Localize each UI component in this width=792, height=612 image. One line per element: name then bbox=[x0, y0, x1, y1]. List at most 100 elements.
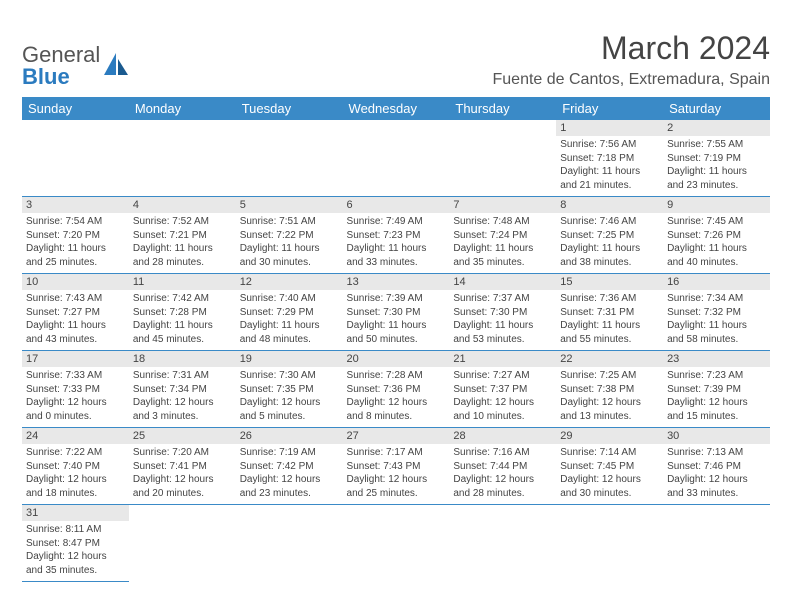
day-content: Sunrise: 7:28 AMSunset: 7:36 PMDaylight:… bbox=[343, 367, 450, 427]
month-title: March 2024 bbox=[493, 30, 771, 67]
day-number: 22 bbox=[556, 351, 663, 367]
day-content: Sunrise: 7:43 AMSunset: 7:27 PMDaylight:… bbox=[22, 290, 129, 350]
title-block: March 2024 Fuente de Cantos, Extremadura… bbox=[493, 30, 771, 95]
day-content: Sunrise: 7:48 AMSunset: 7:24 PMDaylight:… bbox=[449, 213, 556, 273]
sunrise-line: Sunrise: 7:14 AM bbox=[560, 446, 659, 460]
day-content: Sunrise: 7:23 AMSunset: 7:39 PMDaylight:… bbox=[663, 367, 770, 427]
daylight-line: Daylight: 11 hours and 35 minutes. bbox=[453, 242, 552, 269]
day-content: Sunrise: 7:42 AMSunset: 7:28 PMDaylight:… bbox=[129, 290, 236, 350]
sunrise-line: Sunrise: 7:37 AM bbox=[453, 292, 552, 306]
day-content: Sunrise: 7:40 AMSunset: 7:29 PMDaylight:… bbox=[236, 290, 343, 350]
day-number: 24 bbox=[22, 428, 129, 444]
day-cell: 1Sunrise: 7:56 AMSunset: 7:18 PMDaylight… bbox=[556, 120, 663, 197]
daylight-line: Daylight: 12 hours and 0 minutes. bbox=[26, 396, 125, 423]
day-cell: 4Sunrise: 7:52 AMSunset: 7:21 PMDaylight… bbox=[129, 197, 236, 274]
daylight-line: Daylight: 12 hours and 15 minutes. bbox=[667, 396, 766, 423]
day-number: 23 bbox=[663, 351, 770, 367]
sunrise-line: Sunrise: 7:52 AM bbox=[133, 215, 232, 229]
sunset-line: Sunset: 7:24 PM bbox=[453, 229, 552, 243]
calendar-table: SundayMondayTuesdayWednesdayThursdayFrid… bbox=[22, 97, 770, 582]
weekday-header: Tuesday bbox=[236, 97, 343, 120]
daylight-line: Daylight: 11 hours and 58 minutes. bbox=[667, 319, 766, 346]
day-number: 3 bbox=[22, 197, 129, 213]
daylight-line: Daylight: 12 hours and 28 minutes. bbox=[453, 473, 552, 500]
day-number: 28 bbox=[449, 428, 556, 444]
day-content: Sunrise: 7:56 AMSunset: 7:18 PMDaylight:… bbox=[556, 136, 663, 196]
day-number: 8 bbox=[556, 197, 663, 213]
daylight-line: Daylight: 11 hours and 45 minutes. bbox=[133, 319, 232, 346]
day-number: 2 bbox=[663, 120, 770, 136]
day-content: Sunrise: 7:49 AMSunset: 7:23 PMDaylight:… bbox=[343, 213, 450, 273]
sunrise-line: Sunrise: 7:27 AM bbox=[453, 369, 552, 383]
weekday-header: Thursday bbox=[449, 97, 556, 120]
sunrise-line: Sunrise: 7:55 AM bbox=[667, 138, 766, 152]
day-content: Sunrise: 7:45 AMSunset: 7:26 PMDaylight:… bbox=[663, 213, 770, 273]
day-number: 30 bbox=[663, 428, 770, 444]
day-number: 7 bbox=[449, 197, 556, 213]
daylight-line: Daylight: 12 hours and 18 minutes. bbox=[26, 473, 125, 500]
day-cell: 26Sunrise: 7:19 AMSunset: 7:42 PMDayligh… bbox=[236, 428, 343, 505]
daylight-line: Daylight: 11 hours and 55 minutes. bbox=[560, 319, 659, 346]
day-cell: 6Sunrise: 7:49 AMSunset: 7:23 PMDaylight… bbox=[343, 197, 450, 274]
day-content: Sunrise: 7:16 AMSunset: 7:44 PMDaylight:… bbox=[449, 444, 556, 504]
empty-cell bbox=[22, 120, 129, 197]
sail-icon bbox=[102, 51, 130, 82]
sunrise-line: Sunrise: 7:49 AM bbox=[347, 215, 446, 229]
day-cell: 9Sunrise: 7:45 AMSunset: 7:26 PMDaylight… bbox=[663, 197, 770, 274]
day-content: Sunrise: 7:33 AMSunset: 7:33 PMDaylight:… bbox=[22, 367, 129, 427]
day-cell: 20Sunrise: 7:28 AMSunset: 7:36 PMDayligh… bbox=[343, 351, 450, 428]
sunrise-line: Sunrise: 7:56 AM bbox=[560, 138, 659, 152]
day-content: Sunrise: 7:20 AMSunset: 7:41 PMDaylight:… bbox=[129, 444, 236, 504]
sunrise-line: Sunrise: 7:48 AM bbox=[453, 215, 552, 229]
day-content: Sunrise: 7:36 AMSunset: 7:31 PMDaylight:… bbox=[556, 290, 663, 350]
sunset-line: Sunset: 7:46 PM bbox=[667, 460, 766, 474]
day-content: Sunrise: 7:27 AMSunset: 7:37 PMDaylight:… bbox=[449, 367, 556, 427]
day-cell: 28Sunrise: 7:16 AMSunset: 7:44 PMDayligh… bbox=[449, 428, 556, 505]
day-content: Sunrise: 7:14 AMSunset: 7:45 PMDaylight:… bbox=[556, 444, 663, 504]
daylight-line: Daylight: 11 hours and 40 minutes. bbox=[667, 242, 766, 269]
day-number: 20 bbox=[343, 351, 450, 367]
day-number: 13 bbox=[343, 274, 450, 290]
trailing-empty-cell bbox=[343, 505, 450, 582]
day-number: 31 bbox=[22, 505, 129, 521]
daylight-line: Daylight: 11 hours and 53 minutes. bbox=[453, 319, 552, 346]
day-number: 14 bbox=[449, 274, 556, 290]
sunrise-line: Sunrise: 7:36 AM bbox=[560, 292, 659, 306]
daylight-line: Daylight: 12 hours and 8 minutes. bbox=[347, 396, 446, 423]
trailing-empty-cell bbox=[236, 505, 343, 582]
day-number: 11 bbox=[129, 274, 236, 290]
sunset-line: Sunset: 7:39 PM bbox=[667, 383, 766, 397]
daylight-line: Daylight: 12 hours and 20 minutes. bbox=[133, 473, 232, 500]
sunrise-line: Sunrise: 7:19 AM bbox=[240, 446, 339, 460]
day-number: 29 bbox=[556, 428, 663, 444]
sunset-line: Sunset: 7:35 PM bbox=[240, 383, 339, 397]
empty-cell bbox=[129, 120, 236, 197]
sunset-line: Sunset: 7:19 PM bbox=[667, 152, 766, 166]
daylight-line: Daylight: 12 hours and 3 minutes. bbox=[133, 396, 232, 423]
sunset-line: Sunset: 7:22 PM bbox=[240, 229, 339, 243]
daylight-line: Daylight: 11 hours and 21 minutes. bbox=[560, 165, 659, 192]
day-cell: 13Sunrise: 7:39 AMSunset: 7:30 PMDayligh… bbox=[343, 274, 450, 351]
day-content: Sunrise: 7:22 AMSunset: 7:40 PMDaylight:… bbox=[22, 444, 129, 504]
day-cell: 2Sunrise: 7:55 AMSunset: 7:19 PMDaylight… bbox=[663, 120, 770, 197]
day-content: Sunrise: 7:52 AMSunset: 7:21 PMDaylight:… bbox=[129, 213, 236, 273]
empty-cell bbox=[343, 120, 450, 197]
day-content: Sunrise: 7:51 AMSunset: 7:22 PMDaylight:… bbox=[236, 213, 343, 273]
daylight-line: Daylight: 11 hours and 33 minutes. bbox=[347, 242, 446, 269]
day-number: 4 bbox=[129, 197, 236, 213]
sunrise-line: Sunrise: 7:33 AM bbox=[26, 369, 125, 383]
day-number: 12 bbox=[236, 274, 343, 290]
day-cell: 17Sunrise: 7:33 AMSunset: 7:33 PMDayligh… bbox=[22, 351, 129, 428]
day-cell: 18Sunrise: 7:31 AMSunset: 7:34 PMDayligh… bbox=[129, 351, 236, 428]
sunset-line: Sunset: 7:34 PM bbox=[133, 383, 232, 397]
sunset-line: Sunset: 7:43 PM bbox=[347, 460, 446, 474]
daylight-line: Daylight: 11 hours and 50 minutes. bbox=[347, 319, 446, 346]
sunset-line: Sunset: 7:38 PM bbox=[560, 383, 659, 397]
location: Fuente de Cantos, Extremadura, Spain bbox=[493, 71, 771, 89]
calendar-row: 10Sunrise: 7:43 AMSunset: 7:27 PMDayligh… bbox=[22, 274, 770, 351]
sunrise-line: Sunrise: 7:54 AM bbox=[26, 215, 125, 229]
sunset-line: Sunset: 7:42 PM bbox=[240, 460, 339, 474]
sunset-line: Sunset: 7:31 PM bbox=[560, 306, 659, 320]
sunset-line: Sunset: 7:36 PM bbox=[347, 383, 446, 397]
sunset-line: Sunset: 7:18 PM bbox=[560, 152, 659, 166]
